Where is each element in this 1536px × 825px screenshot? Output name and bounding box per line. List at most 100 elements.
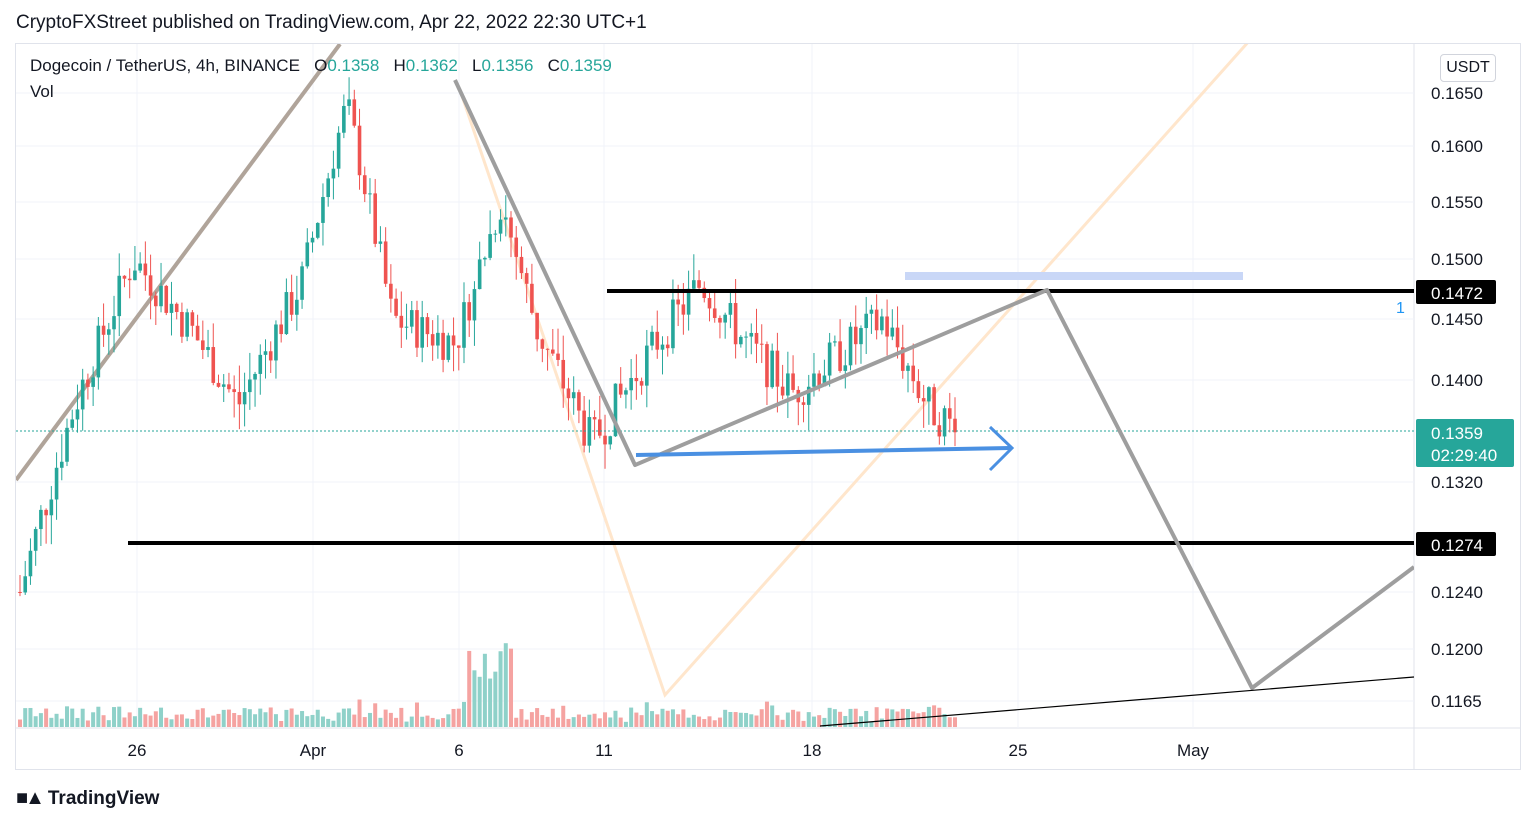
volume-bar bbox=[331, 720, 336, 727]
y-tick-label: 0.1450 bbox=[1431, 310, 1483, 329]
candle-body bbox=[96, 325, 101, 378]
volume-bar bbox=[937, 707, 942, 727]
candle-body bbox=[660, 344, 665, 350]
volume-bar bbox=[561, 705, 566, 727]
volume-bar bbox=[226, 709, 231, 727]
candle-body bbox=[801, 402, 806, 405]
chart-frame bbox=[15, 43, 1521, 770]
candle-body bbox=[707, 298, 712, 309]
volume-bar bbox=[660, 708, 665, 727]
volume-bar bbox=[294, 714, 299, 727]
candle-body bbox=[409, 310, 414, 327]
volume-bar bbox=[367, 712, 372, 727]
volume-bar bbox=[211, 715, 216, 727]
y-tick-label: 0.1600 bbox=[1431, 137, 1483, 156]
candle-body bbox=[289, 292, 294, 315]
symbol-legend: Dogecoin / TetherUS, 4h, BINANCE O0.1358… bbox=[30, 56, 612, 76]
candle-body bbox=[65, 427, 69, 462]
volume-bar bbox=[326, 718, 331, 727]
candle-body bbox=[18, 592, 22, 593]
volume-bar bbox=[947, 717, 952, 727]
volume-bar bbox=[263, 712, 268, 727]
volume-bar bbox=[749, 714, 754, 727]
volume-bar bbox=[843, 715, 848, 727]
candle-body bbox=[232, 389, 236, 393]
volume-bar bbox=[592, 713, 597, 727]
candle-body bbox=[827, 342, 832, 376]
volume-bar bbox=[791, 709, 796, 727]
volume-bar bbox=[874, 707, 879, 727]
tradingview-branding[interactable]: ■▲ TradingView bbox=[16, 787, 159, 810]
candle-body bbox=[493, 233, 498, 235]
open-value: 0.1358 bbox=[327, 56, 380, 75]
candle-body bbox=[843, 365, 848, 371]
volume-bar bbox=[953, 717, 957, 727]
volume-bar bbox=[38, 713, 43, 727]
volume-bar bbox=[535, 708, 540, 727]
x-tick-label: May bbox=[1177, 741, 1210, 760]
volume-bar bbox=[556, 717, 561, 727]
candle-body bbox=[692, 280, 696, 289]
candle-body bbox=[838, 341, 842, 371]
candle-body bbox=[300, 266, 304, 300]
volume-bar bbox=[441, 718, 446, 727]
candle-body bbox=[248, 379, 252, 393]
candle-body bbox=[739, 336, 743, 345]
volume-bar bbox=[117, 706, 122, 727]
candle-body bbox=[759, 343, 764, 345]
candle-body bbox=[268, 351, 273, 361]
candle-body bbox=[378, 241, 383, 244]
currency-button[interactable]: USDT bbox=[1440, 54, 1496, 82]
candle-body bbox=[456, 345, 461, 348]
candle-body bbox=[164, 285, 169, 313]
close-value: 0.1359 bbox=[559, 56, 612, 75]
candle-body bbox=[582, 410, 586, 446]
high-value: 0.1362 bbox=[405, 56, 458, 75]
y-tick-label: 0.1165 bbox=[1431, 692, 1482, 711]
y-tick-label: 0.1320 bbox=[1431, 473, 1483, 492]
long-trendline bbox=[819, 676, 1414, 727]
drawings-foreground bbox=[16, 79, 1414, 727]
volume-bar bbox=[744, 712, 749, 727]
price-badge-last: 0.1359 02:29:40 bbox=[1416, 419, 1514, 467]
candle-body bbox=[59, 461, 64, 468]
candle-body bbox=[488, 234, 492, 258]
drawings-background bbox=[16, 44, 1249, 698]
volume-bar bbox=[399, 707, 404, 727]
volume-bar bbox=[498, 651, 503, 727]
volume-bar bbox=[623, 721, 628, 727]
volume-bar bbox=[106, 720, 111, 727]
support-arrow-shaft bbox=[635, 446, 1011, 457]
volume-bar bbox=[451, 708, 456, 727]
candle-body bbox=[75, 409, 80, 420]
candle-body bbox=[953, 418, 957, 433]
volume-bar bbox=[613, 710, 618, 727]
candle-body bbox=[775, 350, 780, 387]
candle-body bbox=[806, 386, 811, 405]
candle-body bbox=[195, 325, 200, 341]
volume-bar bbox=[388, 712, 393, 727]
volume-bar bbox=[811, 716, 816, 727]
candle-body bbox=[430, 334, 435, 346]
volume-bar bbox=[23, 708, 28, 727]
volume-bar bbox=[519, 709, 524, 727]
volume-bar bbox=[195, 709, 200, 727]
volume-bar bbox=[832, 709, 837, 727]
candle-body bbox=[279, 324, 283, 335]
candle-body bbox=[916, 381, 921, 399]
candle-body bbox=[545, 348, 550, 350]
open-label: O bbox=[314, 56, 328, 75]
symbol-title: Dogecoin / TetherUS, 4h, BINANCE bbox=[30, 56, 300, 75]
volume-indicator-label[interactable]: Vol bbox=[30, 82, 54, 101]
candle-body bbox=[749, 332, 754, 337]
volume-bar bbox=[179, 714, 184, 727]
x-tick-label: 25 bbox=[1009, 741, 1028, 760]
candle-body bbox=[33, 529, 38, 551]
close-label: C bbox=[547, 56, 560, 75]
candle-body bbox=[890, 327, 895, 337]
candle-body bbox=[441, 332, 445, 360]
candle-body bbox=[336, 132, 341, 169]
volume-bar bbox=[618, 717, 623, 727]
volume-bar bbox=[80, 708, 85, 727]
